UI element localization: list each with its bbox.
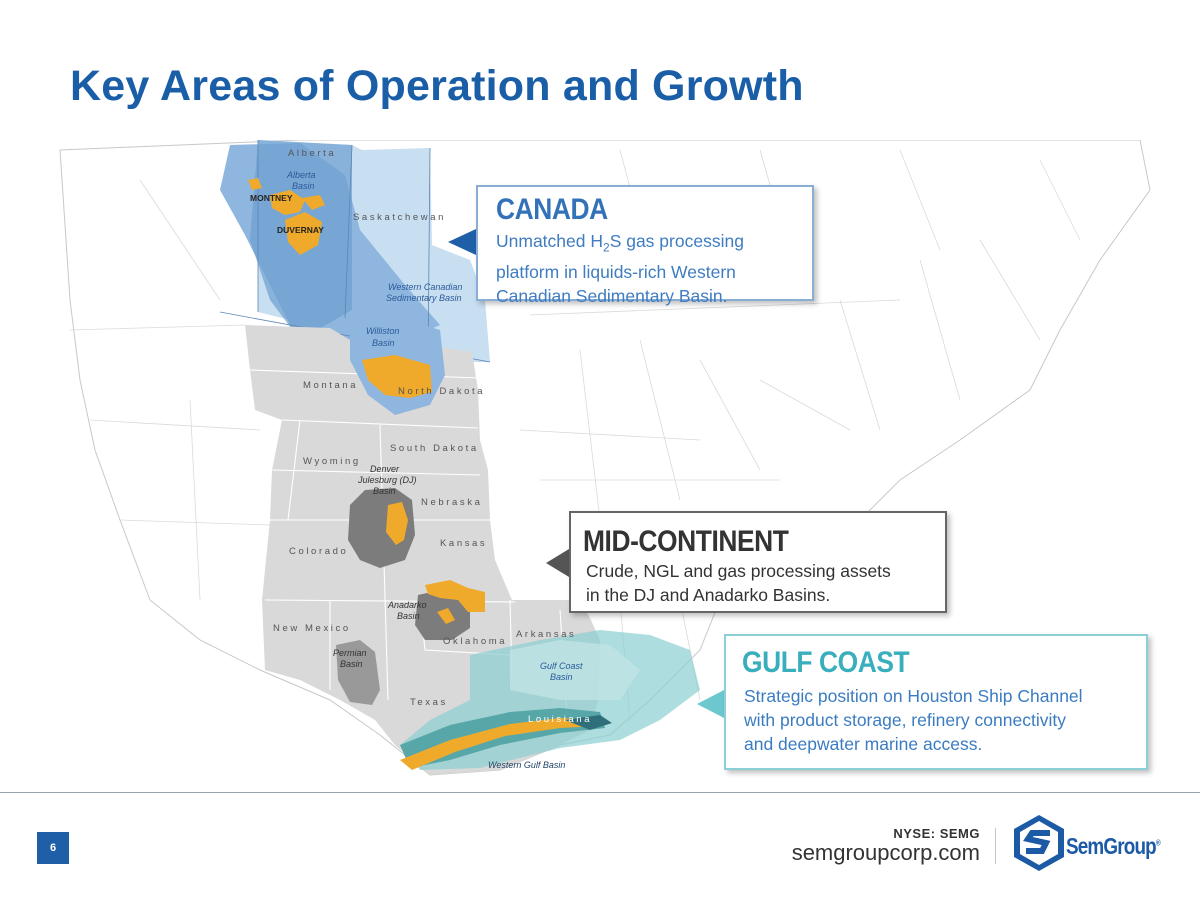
- semgroup-logo: SemGroup®: [1066, 833, 1161, 860]
- canada-line1-prefix: Unmatched H: [496, 231, 603, 251]
- page-number: 6: [37, 832, 69, 864]
- basin-label-gulf-coast-1: Gulf Coast: [540, 661, 583, 671]
- province-label-saskatchewan: Saskatchewan: [353, 212, 446, 223]
- state-label-nebraska: Nebraska: [421, 497, 482, 508]
- basin-label-alberta-2: Basin: [292, 181, 315, 191]
- slide-title: Key Areas of Operation and Growth: [70, 62, 804, 111]
- state-label-new-mexico: New Mexico: [273, 623, 351, 634]
- state-label-kansas: Kansas: [440, 538, 487, 549]
- basin-label-williston-1: Williston: [366, 326, 399, 336]
- canada-callout-arrow: [448, 229, 476, 255]
- footer-separator: [995, 828, 996, 864]
- basin-label-dj-3: Basin: [373, 486, 396, 496]
- footer-divider: [0, 792, 1200, 793]
- gulf-coast-line3: and deepwater marine access.: [744, 734, 982, 754]
- dj-basin: [348, 488, 415, 568]
- website-link[interactable]: semgroupcorp.com: [760, 840, 980, 866]
- gulf-coast-callout: GULF COAST Strategic position on Houston…: [724, 634, 1148, 770]
- basin-label-williston-2: Basin: [372, 338, 395, 348]
- logo-registered-mark: ®: [1156, 838, 1161, 847]
- basin-label-alberta-1: Alberta: [286, 170, 316, 180]
- canada-line1-suffix: S gas processing: [610, 231, 744, 251]
- mid-continent-callout-title: MID-CONTINENT: [583, 525, 788, 559]
- mid-continent-callout: MID-CONTINENT Crude, NGL and gas process…: [569, 511, 947, 613]
- basin-label-western-gulf: Western Gulf Basin: [488, 760, 565, 770]
- basin-label-permian-2: Basin: [340, 659, 363, 669]
- basin-label-dj-1: Denver: [370, 464, 400, 474]
- basin-label-dj-2: Julesburg (DJ): [357, 475, 417, 485]
- gulf-coast-callout-title: GULF COAST: [742, 646, 909, 680]
- canada-callout: CANADA Unmatched H2S gas processing plat…: [476, 185, 814, 301]
- mid-continent-line2: in the DJ and Anadarko Basins.: [586, 585, 830, 605]
- play-label-montney: MONTNEY: [250, 193, 293, 203]
- basin-label-wcsb-1: Western Canadian: [388, 282, 462, 292]
- state-label-montana: Montana: [303, 380, 358, 391]
- canada-callout-body: Unmatched H2S gas processing platform in…: [496, 229, 744, 308]
- gulf-coast-line1: Strategic position on Houston Ship Chann…: [744, 686, 1083, 706]
- state-label-north-dakota: North Dakota: [398, 386, 485, 397]
- mid-continent-callout-arrow: [546, 549, 569, 577]
- canada-line3: Canadian Sedimentary Basin.: [496, 286, 728, 306]
- logo-wordmark: SemGroup: [1066, 833, 1156, 859]
- state-label-arkansas: Arkansas: [516, 629, 576, 640]
- semgroup-logo-icon: [1012, 813, 1066, 873]
- state-label-oklahoma: Oklahoma: [443, 636, 507, 647]
- gulf-coast-line2: with product storage, refinery connectiv…: [744, 710, 1066, 730]
- state-label-colorado: Colorado: [289, 546, 348, 557]
- basin-label-wcsb-2: Sedimentary Basin: [386, 293, 462, 303]
- mid-continent-callout-body: Crude, NGL and gas processing assets in …: [586, 559, 891, 607]
- canada-line2: platform in liquids-rich Western: [496, 262, 736, 282]
- basin-label-anadarko-1: Anadarko: [387, 600, 427, 610]
- gulf-coast-callout-arrow: [697, 690, 724, 718]
- stock-ticker: NYSE: SEMG: [830, 826, 980, 841]
- basin-label-gulf-coast-2: Basin: [550, 672, 573, 682]
- mid-continent-line1: Crude, NGL and gas processing assets: [586, 561, 891, 581]
- state-label-louisiana: Louisiana: [528, 714, 592, 725]
- province-label-alberta: Alberta: [288, 148, 336, 159]
- play-label-duvernay: DUVERNAY: [277, 225, 324, 235]
- canada-line1-subscript: 2: [603, 241, 610, 255]
- gulf-coast-callout-body: Strategic position on Houston Ship Chann…: [744, 684, 1083, 756]
- basin-label-anadarko-2: Basin: [397, 611, 420, 621]
- state-label-south-dakota: South Dakota: [390, 443, 479, 454]
- state-label-texas: Texas: [410, 697, 448, 708]
- canada-callout-title: CANADA: [496, 193, 608, 227]
- state-label-wyoming: Wyoming: [303, 456, 361, 467]
- basin-label-permian-1: Permian: [333, 648, 367, 658]
